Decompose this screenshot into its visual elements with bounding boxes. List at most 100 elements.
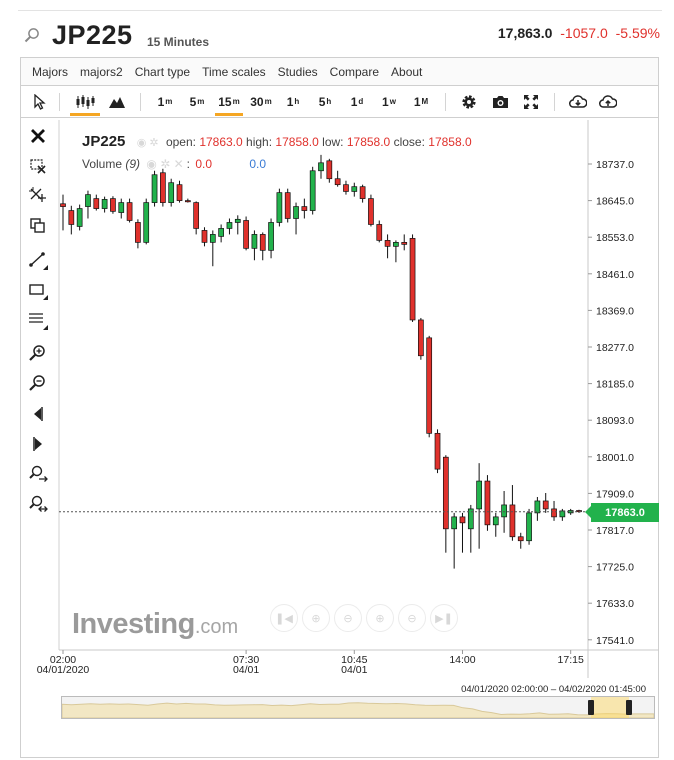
menu-item-compare[interactable]: Compare [329,64,380,79]
y-tick-label: 18001.0 [596,452,634,464]
candle-body [484,480,491,526]
x-tick-time: 02:00 [50,654,76,666]
y-tick-label: 18553.0 [596,232,634,244]
candle-body [492,516,499,526]
rectangle-icon[interactable] [28,280,48,300]
volume-period: (9) [125,157,141,171]
open-label: open: [165,135,196,149]
screenshot-button[interactable] [484,86,516,117]
crosshair-icon[interactable] [28,186,48,206]
zoom-in-icon[interactable] [28,344,48,364]
navigator-window[interactable] [591,697,629,718]
range-navigator[interactable] [61,696,655,719]
timeframe-number: 1 [157,94,165,109]
timeframe-15m[interactable]: 15 m [213,86,245,117]
download-icon [569,94,587,108]
mountain-icon [109,96,125,108]
volume-settings-icon[interactable]: ◉ ✲ ✕ [146,157,184,171]
candle-body [243,220,249,249]
zoom-out-icon[interactable] [28,374,48,394]
navigator-handle[interactable] [588,700,594,715]
high-value: 17858.0 [275,135,319,149]
timeframe-30m[interactable]: 30 m [245,86,277,117]
menu-item-chart-type[interactable]: Chart type [134,64,191,79]
menu-item-majors[interactable]: Majors [32,64,69,79]
investing-watermark: Investing.com [72,608,238,641]
menu-item-about[interactable]: About [391,64,423,79]
watermark-suffix: .com [194,616,239,638]
mountain-chart-button[interactable] [102,86,132,117]
candle-body [551,508,557,518]
search-icon[interactable] [24,27,40,43]
candle-body [309,170,316,211]
candle-body [459,516,466,524]
candle-body [434,432,441,470]
timeframe-unit: w [389,97,396,106]
visibility-icon[interactable]: ◉ ✲ [136,137,159,149]
settings-button[interactable] [454,86,484,117]
navigator-handle[interactable] [626,700,632,715]
zoom-in-horizontal-icon[interactable] [28,464,48,484]
menu-item-time-scales[interactable]: Time scales [202,64,266,79]
cursor-tool-button[interactable] [29,86,51,117]
candle-body [251,234,258,249]
candle-body [517,536,524,542]
y-tick-label: 18093.0 [596,415,634,427]
timeframe-number: 5 [318,94,326,109]
timeframe-number: 30 [250,94,264,109]
scroll-left-icon[interactable] [28,404,48,424]
candle-body [268,222,274,251]
timeframe-unit: M [421,97,429,106]
nav-right-icon[interactable]: ▶❚ [430,604,458,632]
scroll-right-icon[interactable] [28,434,48,454]
candle-body [135,222,141,243]
fullscreen-button[interactable] [516,86,546,117]
interval-label: 15 Minutes [147,35,210,49]
nav-left-icon[interactable]: ❚◀ [270,604,298,632]
candle-body [467,508,474,530]
candle-body [151,174,158,203]
candle-body [93,198,100,209]
camera-icon [492,95,508,108]
nav-zoom-out-icon[interactable]: ⊖ [334,604,362,632]
timeframe-unit: m [264,97,272,106]
top-divider [18,10,662,11]
nav-zoom-in-icon[interactable]: ⊕ [302,604,330,632]
candle-body [176,184,183,201]
menu-item-studies[interactable]: Studies [277,64,318,79]
candlestick-chart-button[interactable] [68,86,102,117]
chart-toolbar: 1 m 5 m 15 m 30 m 1 h 5 h 1 d 1 w 1 M [20,86,659,118]
horizontal-lines-icon[interactable] [28,310,48,330]
y-tick-label: 18645.0 [596,196,634,208]
y-tick-label: 17725.0 [596,562,634,574]
save-chart-button[interactable] [593,86,623,117]
candle-body [559,510,566,518]
candle-body [143,202,150,243]
trendline-icon[interactable] [28,250,48,270]
nav-zoom-h-out-icon[interactable]: ⊖ [398,604,426,632]
range-label: 04/01/2020 02:00:00 – 04/02/2020 01:45:0… [461,684,646,695]
menu-item-majors2[interactable]: majors2 [80,64,123,79]
watermark-brand: Investing [72,608,195,640]
candle-body [160,172,166,203]
zoom-out-horizontal-icon[interactable] [28,494,48,514]
load-chart-button[interactable] [563,86,593,117]
candle-body [368,198,374,225]
clone-icon[interactable] [28,216,48,236]
delete-selected-icon[interactable] [28,156,48,176]
candle-body [318,162,324,172]
candle-body [384,240,391,247]
timeframe-number: 1 [382,94,389,109]
timeframe-unit: h [326,97,332,106]
nav-zoom-h-in-icon[interactable]: ⊕ [366,604,394,632]
y-tick-label: 18369.0 [596,305,634,317]
remove-drawings-icon[interactable] [28,126,48,146]
